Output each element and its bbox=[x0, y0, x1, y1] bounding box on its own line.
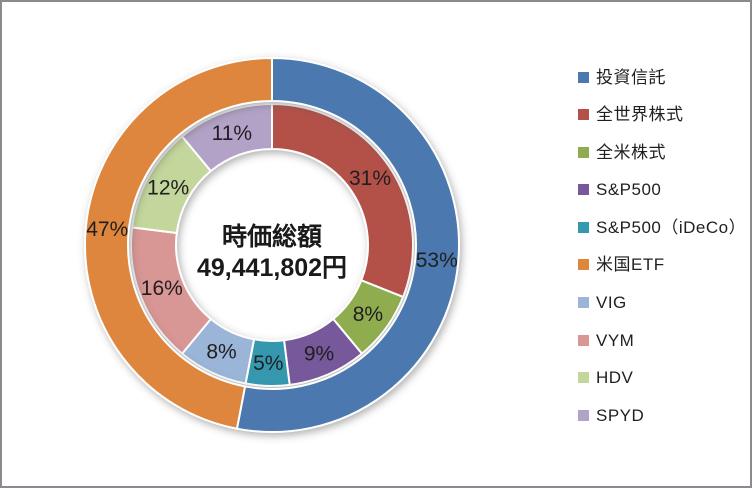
percent-label-VYM: 16% bbox=[141, 277, 183, 300]
legend-swatch-icon bbox=[578, 259, 589, 271]
legend-label: 全世界株式 bbox=[596, 105, 684, 125]
legend-swatch-icon bbox=[578, 372, 589, 384]
legend-item-S&P500: S&P500 bbox=[578, 179, 746, 201]
legend-item-HDV: HDV bbox=[578, 367, 746, 389]
percent-label-S&P500（iDeCo）: 5% bbox=[253, 352, 283, 375]
legend-item-全米株式: 全米株式 bbox=[578, 141, 746, 163]
legend-swatch-icon bbox=[578, 109, 589, 121]
percent-label-S&P500: 9% bbox=[304, 342, 334, 365]
legend-swatch-icon bbox=[578, 334, 589, 346]
slice-米国ETF bbox=[84, 56, 273, 430]
legend-label: VYM bbox=[596, 330, 635, 350]
legend-swatch-icon bbox=[578, 146, 589, 158]
outer-ring bbox=[84, 56, 460, 433]
legend-item-米国ETF: 米国ETF bbox=[578, 254, 746, 276]
legend-item-VYM: VYM bbox=[578, 329, 746, 351]
slice-全世界株式 bbox=[271, 102, 414, 299]
legend-swatch-icon bbox=[578, 409, 589, 421]
legend-label: 投資信託 bbox=[596, 67, 666, 87]
legend-swatch-icon bbox=[578, 71, 589, 83]
legend-swatch-icon bbox=[578, 184, 589, 196]
legend-item-SPYD: SPYD bbox=[578, 404, 746, 426]
legend-label: S&P500（iDeCo） bbox=[596, 217, 747, 237]
percent-label-SPYD: 11% bbox=[212, 122, 252, 145]
slice-投資信託 bbox=[235, 56, 460, 433]
legend-label: 米国ETF bbox=[596, 255, 665, 275]
legend-item-全世界株式: 全世界株式 bbox=[578, 104, 746, 126]
legend-item-VIG: VIG bbox=[578, 292, 746, 314]
percent-label-米国ETF: 47% bbox=[86, 218, 128, 241]
percent-label-全世界株式: 31% bbox=[349, 167, 391, 190]
inner-ring bbox=[130, 102, 414, 387]
legend-item-投資信託: 投資信託 bbox=[578, 66, 746, 88]
legend-label: SPYD bbox=[596, 405, 645, 425]
center-title: 時価総額 bbox=[222, 222, 322, 251]
legend-label: VIG bbox=[596, 293, 627, 313]
percent-label-投資信託: 53% bbox=[416, 249, 458, 272]
center-value: 49,441,802円 bbox=[197, 254, 347, 282]
slice-SPYD bbox=[180, 102, 273, 173]
legend-label: HDV bbox=[596, 368, 634, 388]
legend-swatch-icon bbox=[578, 221, 589, 233]
legend-label: 全米株式 bbox=[596, 142, 666, 162]
donut-chart: 時価総額 49,441,802円 31% 8% 9% 5% 8% 16% 12% 11% 53%… bbox=[84, 56, 460, 433]
legend-item-S&P500（iDeCo）: S&P500（iDeCo） bbox=[578, 216, 746, 238]
percent-label-VIG: 8% bbox=[206, 341, 236, 364]
legend-label: S&P500 bbox=[596, 180, 662, 200]
percent-label-全米株式: 8% bbox=[353, 303, 383, 326]
legend-swatch-icon bbox=[578, 297, 589, 309]
chart-legend: 投資信託全世界株式全米株式 S&P500 S&P500（iDeCo） 米国ETF VIG… bbox=[578, 66, 746, 426]
percent-label-HDV: 12% bbox=[147, 176, 189, 199]
